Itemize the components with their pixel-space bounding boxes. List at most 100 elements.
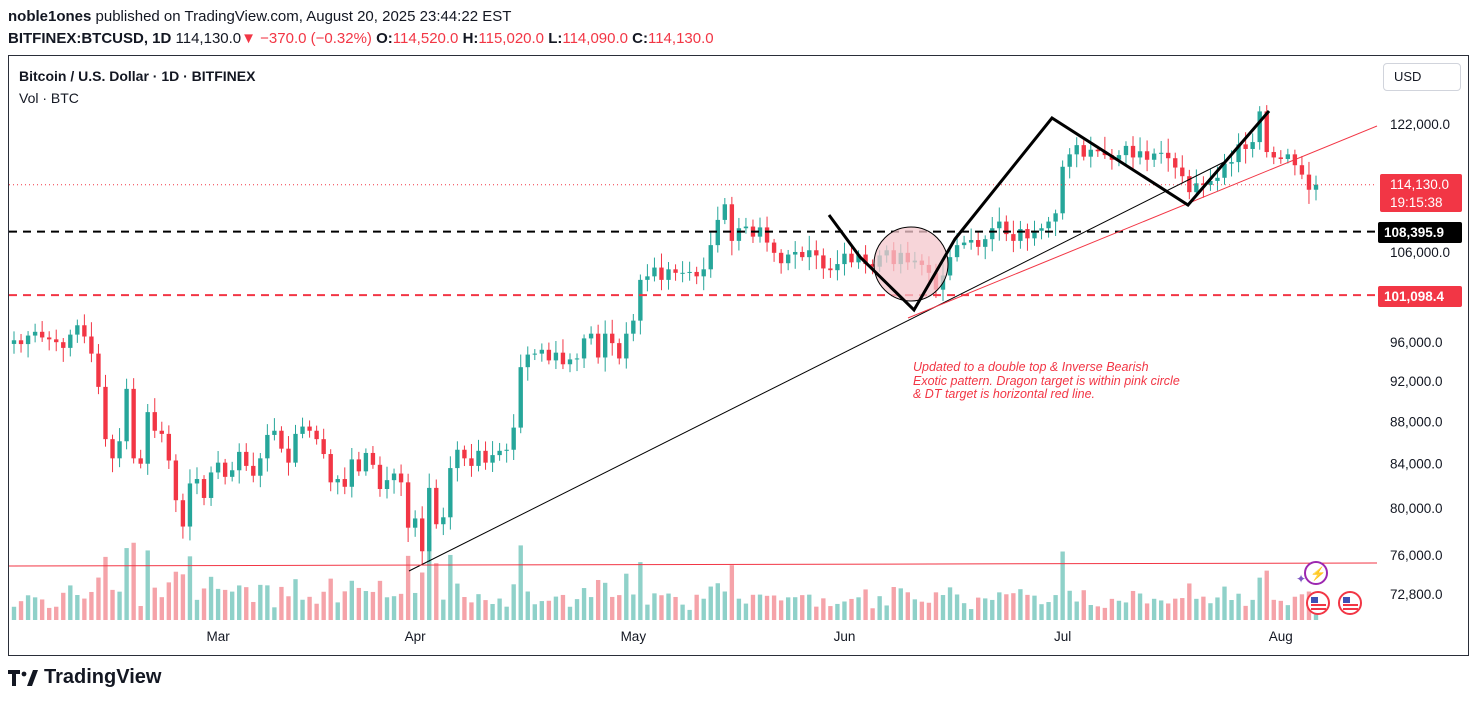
candle-body: [807, 250, 812, 258]
candle-body: [828, 268, 833, 271]
candle-body: [1095, 149, 1101, 152]
event-icons[interactable]: ⚡ ✦: [1296, 561, 1362, 615]
volume-legend[interactable]: Vol · BTC: [19, 90, 79, 106]
candle-body: [511, 427, 516, 450]
candle-body: [518, 367, 523, 428]
tradingview-logo[interactable]: TradingView: [8, 666, 161, 689]
candle-body: [694, 271, 699, 277]
volume-bar: [933, 592, 939, 620]
candle-body: [729, 204, 735, 241]
volume-bar: [138, 606, 143, 620]
time-axis-tick: Aug: [1269, 629, 1293, 644]
inverse-dragon-pattern[interactable]: [827, 110, 1271, 313]
currency-button[interactable]: USD: [1383, 63, 1461, 91]
candle-body: [757, 227, 763, 237]
time-axis[interactable]: Mar Apr May Jun Jul Aug: [206, 629, 1292, 644]
candle-body: [258, 458, 263, 476]
candle-body: [736, 228, 742, 241]
candle-body: [680, 272, 685, 274]
candle-body: [800, 251, 805, 258]
volume-bar: [863, 589, 868, 620]
volume-bar: [870, 608, 875, 620]
time-axis-tick: May: [621, 629, 647, 644]
candle-body: [532, 353, 537, 355]
volume-bar: [1166, 603, 1171, 620]
chart-legend-title[interactable]: Bitcoin / U.S. Dollar · 1D · BITFINEX: [19, 68, 256, 84]
volume-bar: [1236, 593, 1241, 620]
volume-bar: [610, 596, 615, 620]
candle-body: [434, 487, 439, 525]
vol-horizontal-line[interactable]: [8, 562, 1378, 567]
candle-body: [335, 479, 340, 483]
candle-body: [687, 271, 692, 273]
volume-bar: [842, 601, 847, 620]
volume-bar: [173, 571, 179, 620]
volume-bar: [363, 591, 369, 620]
candle-body: [835, 264, 840, 271]
candle-body: [398, 473, 404, 483]
candle-body: [1257, 111, 1262, 143]
red-trendline[interactable]: [907, 125, 1378, 319]
volume-bar: [1187, 583, 1192, 620]
candle-body: [1264, 111, 1269, 153]
candle-body: [469, 458, 474, 466]
candle-body: [307, 426, 312, 431]
candle-body: [201, 479, 207, 498]
candle-body: [483, 450, 488, 463]
volume-bar: [968, 609, 974, 620]
price-labels: 114,130.0 19:15:38 108,395.9 101,098.4: [1378, 174, 1462, 307]
candle-body: [110, 439, 115, 459]
chart-panel[interactable]: [8, 55, 1469, 656]
candle-body: [131, 388, 136, 459]
volume-bar: [377, 580, 383, 620]
volume-bar: [1264, 570, 1269, 620]
volume-bar: [588, 597, 594, 620]
volume-bar: [518, 545, 523, 620]
volume-bar: [1144, 603, 1150, 620]
candle-body: [1137, 151, 1143, 158]
candle-body: [462, 449, 467, 459]
volume-bar: [877, 596, 882, 620]
volume-bar: [54, 606, 59, 620]
volume-bar: [1201, 596, 1206, 620]
volume-bar: [659, 595, 664, 620]
price-axis-tick: 106,000.0: [1390, 245, 1450, 260]
volume-bar: [356, 587, 362, 620]
volume-bar: [624, 573, 629, 620]
volume-bar: [1257, 577, 1262, 620]
volume-bar: [32, 597, 38, 620]
candle-body: [405, 482, 411, 528]
candle-body: [237, 451, 242, 471]
volume-bar: [525, 591, 530, 620]
candle-body: [947, 257, 953, 276]
price-axis[interactable]: 122,000.0 106,000.0 96,000.0 92,000.0 88,000…: [1390, 117, 1450, 602]
lightning-event-icon[interactable]: [1304, 561, 1328, 585]
volume-bar: [560, 594, 566, 620]
volume-bar: [1018, 589, 1023, 620]
candle-body: [1088, 149, 1093, 157]
candle-body: [1116, 155, 1122, 160]
publication-line: noble1ones published on TradingView.com,…: [8, 8, 511, 25]
candle-body: [961, 242, 967, 246]
author-name[interactable]: noble1ones: [8, 8, 92, 25]
candle-body: [1053, 213, 1058, 222]
candle-body: [652, 267, 657, 277]
long-trendline[interactable]: [408, 159, 1229, 572]
candle-body: [1166, 152, 1171, 159]
candle-body: [32, 331, 38, 336]
volume-bar: [701, 598, 706, 620]
candle-body: [617, 343, 622, 359]
volume-bar: [750, 594, 756, 620]
volume-bar: [602, 582, 608, 620]
candle-body: [863, 254, 868, 265]
volume-bar: [1046, 602, 1051, 620]
volume-bar: [159, 597, 164, 620]
volume-bar: [947, 587, 953, 620]
candle-body: [574, 358, 580, 360]
volume-bar: [47, 607, 52, 620]
candle-body: [666, 269, 671, 280]
candle-body: [1299, 165, 1305, 175]
dragon-target-circle[interactable]: [873, 226, 949, 302]
price-axis-tick: 80,000.0: [1390, 501, 1443, 516]
